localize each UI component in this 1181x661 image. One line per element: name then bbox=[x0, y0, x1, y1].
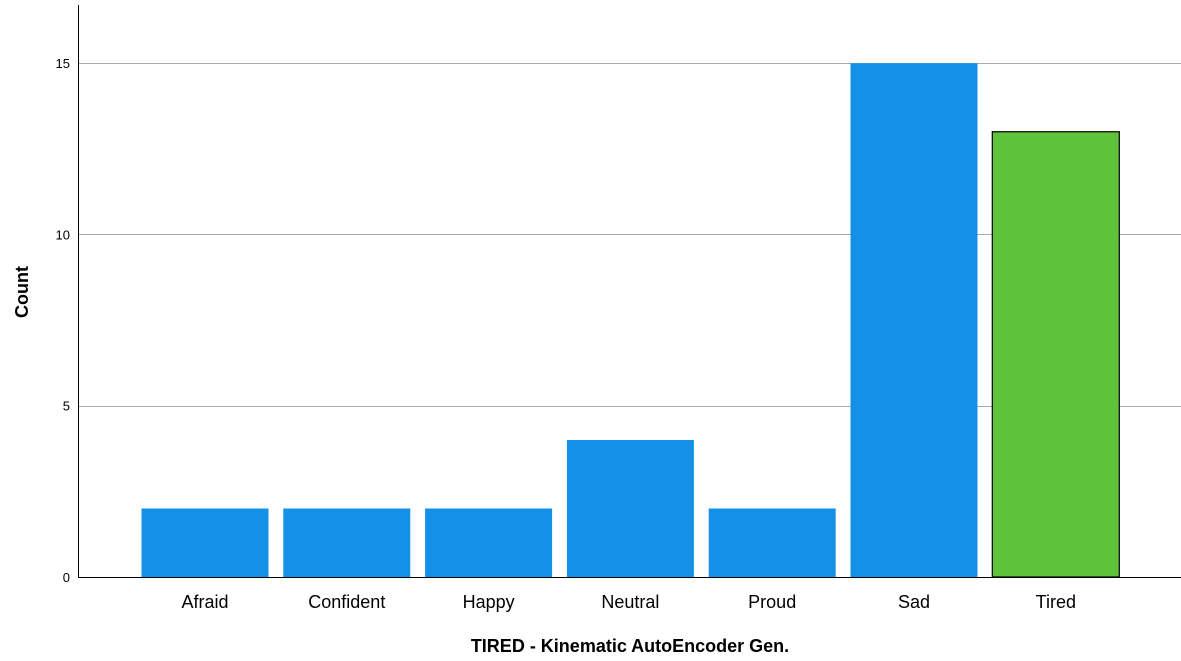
bar-neutral bbox=[566, 439, 694, 577]
bar-sad bbox=[850, 63, 978, 578]
bar-confident bbox=[283, 508, 411, 577]
y-tick-label: 15 bbox=[56, 56, 70, 71]
x-tick-label-neutral: Neutral bbox=[601, 592, 659, 612]
x-tick-label-afraid: Afraid bbox=[181, 592, 228, 612]
x-tick-label-proud: Proud bbox=[748, 592, 796, 612]
axes bbox=[78, 5, 1181, 578]
x-tick-label-happy: Happy bbox=[463, 592, 515, 612]
y-tick-label: 5 bbox=[63, 399, 70, 414]
y-tick-labels: 0 5 10 15 bbox=[56, 56, 70, 585]
x-axis-title: TIRED - Kinematic AutoEncoder Gen. bbox=[471, 636, 789, 656]
x-tick-labels: Afraid Confident Happy Neutral Proud Sad Tired bbox=[181, 592, 1075, 612]
bars bbox=[141, 63, 1120, 578]
x-tick-label-tired: Tired bbox=[1036, 592, 1076, 612]
y-axis-title: Count bbox=[12, 266, 32, 318]
bar-tired bbox=[991, 131, 1120, 578]
x-tick-label-confident: Confident bbox=[308, 592, 385, 612]
bar-proud bbox=[708, 508, 836, 577]
y-tick-label: 10 bbox=[56, 227, 70, 242]
x-tick-label-sad: Sad bbox=[898, 592, 930, 612]
y-tick-label: 0 bbox=[63, 570, 70, 585]
bar-happy bbox=[425, 508, 553, 577]
bar-afraid bbox=[141, 508, 269, 577]
